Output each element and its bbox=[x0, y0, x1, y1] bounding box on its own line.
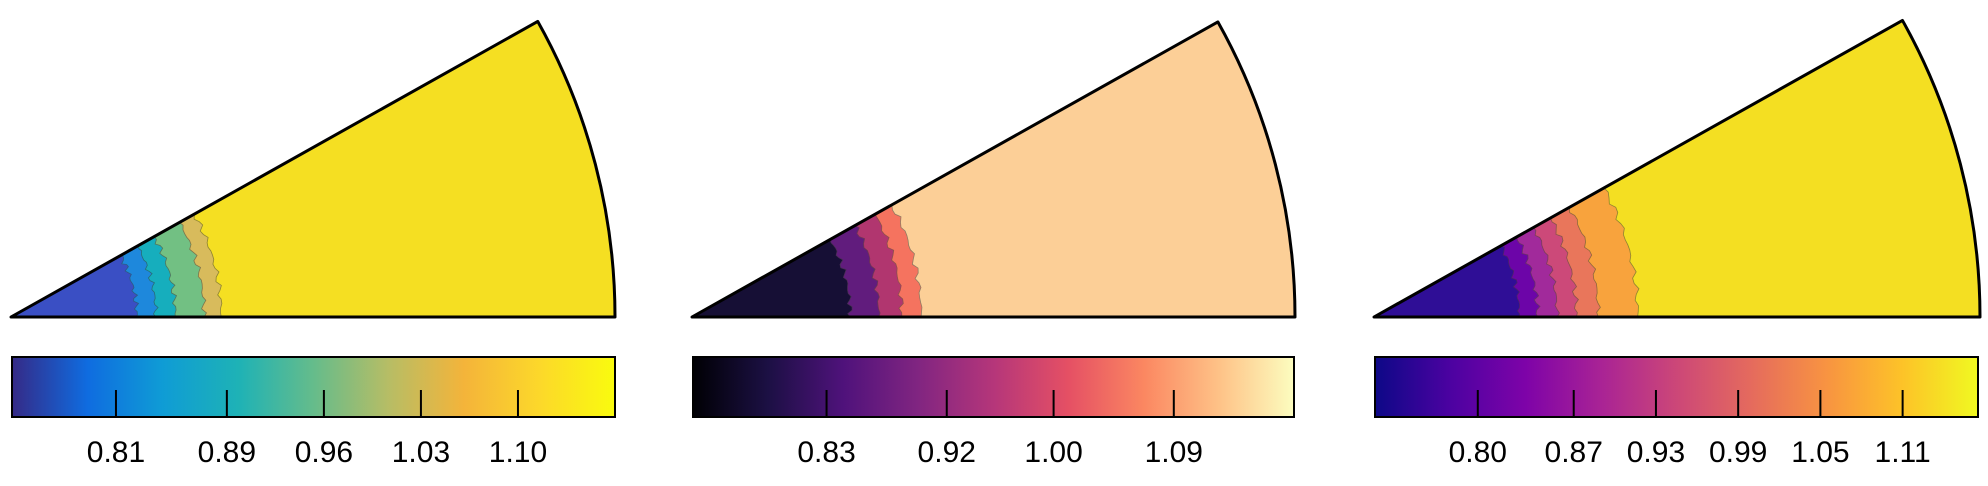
colorbar-tick-label: 1.10 bbox=[489, 436, 547, 469]
contour-line bbox=[120, 255, 140, 318]
wedge-outline bbox=[1372, 18, 1982, 319]
colorbar-tick-label: 0.80 bbox=[1449, 436, 1507, 469]
contour-line bbox=[829, 239, 853, 318]
colorbar-2 bbox=[692, 356, 1295, 418]
colorbar-tick-label: 0.89 bbox=[198, 436, 256, 469]
colorbar-tick-label: 1.05 bbox=[1791, 436, 1849, 469]
colorbar-tick-label: 0.83 bbox=[797, 436, 855, 469]
colorbar-tick-label: 0.92 bbox=[918, 436, 976, 469]
colorbar-tick-label: 0.87 bbox=[1545, 436, 1603, 469]
colorbar-tick-label: 0.93 bbox=[1627, 436, 1685, 469]
contour-line bbox=[153, 236, 178, 318]
panel-2: 0.83 0.92 1.00 1.09 bbox=[690, 20, 1297, 469]
contour-line bbox=[1500, 245, 1521, 318]
contour-line bbox=[137, 245, 159, 318]
colorbar-tick-label: 0.96 bbox=[295, 436, 353, 469]
contour-line bbox=[854, 225, 881, 318]
colorbar-tick-label: 0.99 bbox=[1709, 436, 1767, 469]
contour-line bbox=[1569, 207, 1601, 318]
contour-line bbox=[1516, 236, 1541, 318]
contour-line bbox=[1533, 227, 1560, 318]
panel-1: 0.81 0.89 0.96 1.03 1.10 bbox=[9, 19, 617, 469]
colorbar-1 bbox=[11, 356, 616, 418]
contour-line bbox=[891, 204, 923, 318]
panel-3: 0.80 0.87 0.93 0.99 1.05 1.11 bbox=[1372, 18, 1982, 469]
contour-line bbox=[1550, 217, 1579, 318]
colorbar-tick-label: 1.00 bbox=[1024, 436, 1082, 469]
wedge-band-6 bbox=[193, 21, 616, 318]
colorbar-tick-label: 1.03 bbox=[392, 436, 450, 469]
colorbar-tick-label: 0.81 bbox=[87, 436, 145, 469]
contour-line bbox=[193, 214, 223, 318]
colorbar-tick-label: 1.09 bbox=[1145, 436, 1203, 469]
contour-line bbox=[179, 222, 207, 318]
wedge-outline bbox=[690, 20, 1297, 319]
colorbar-tick-label: 1.11 bbox=[1875, 436, 1931, 469]
wedge-band-1 bbox=[690, 238, 853, 318]
contour-line bbox=[1603, 187, 1640, 318]
wedge-outline bbox=[9, 19, 617, 319]
contour-line bbox=[874, 214, 904, 318]
colorbar-3 bbox=[1374, 356, 1979, 418]
